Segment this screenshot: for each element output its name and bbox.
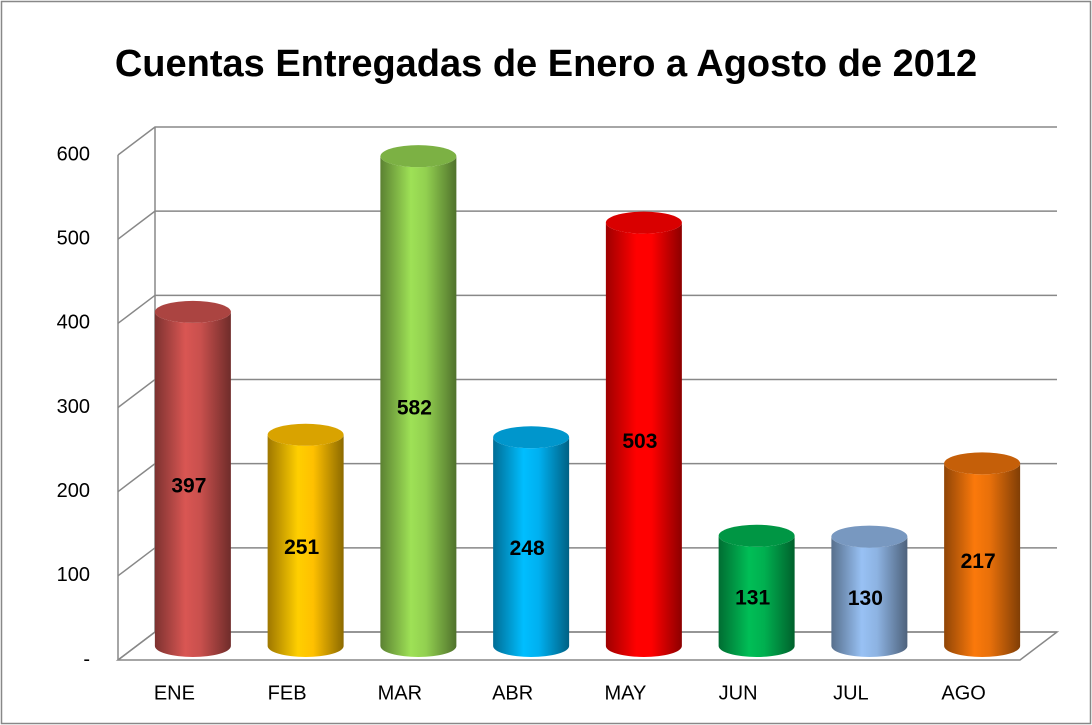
bar-top <box>831 525 908 548</box>
value-label: 248 <box>510 537 545 560</box>
bar-top <box>380 145 457 168</box>
value-label: 503 <box>622 430 657 453</box>
x-tick-label: MAY <box>604 682 646 704</box>
value-label: 582 <box>397 397 432 420</box>
bar <box>718 535 795 658</box>
value-label: 130 <box>848 587 883 610</box>
bar-top <box>944 452 1021 475</box>
value-label: 131 <box>735 586 770 609</box>
bar-top <box>267 423 344 446</box>
y-tick-label: 500 <box>57 227 90 249</box>
x-tick-label: ENE <box>154 682 195 704</box>
bar-top <box>493 426 570 449</box>
y-tick-label: 400 <box>57 312 90 334</box>
grid-line <box>117 210 1057 240</box>
bar <box>605 222 682 657</box>
bar <box>944 463 1021 658</box>
y-tick-label: 600 <box>57 143 90 165</box>
x-tick-label: FEB <box>268 682 307 704</box>
y-tick-label: - <box>83 648 90 670</box>
value-label: 251 <box>284 536 319 559</box>
bar <box>493 437 570 658</box>
grid-line <box>117 294 1057 324</box>
bar <box>267 434 344 657</box>
value-label: 217 <box>961 550 996 573</box>
bar <box>380 156 457 658</box>
chart-title: Cuentas Entregadas de Enero a Agosto de … <box>115 43 977 85</box>
y-tick-label: 200 <box>57 480 90 502</box>
x-tick-label: ABR <box>492 682 533 704</box>
bar-top <box>605 211 682 234</box>
y-tick-label: 300 <box>57 396 90 418</box>
x-tick-label: JUL <box>833 682 869 704</box>
x-tick-label: MAR <box>378 682 422 704</box>
x-tick-label: AGO <box>941 682 985 704</box>
bar-top <box>718 524 795 547</box>
y-tick-label: 100 <box>57 564 90 586</box>
x-tick-label: JUN <box>719 682 758 704</box>
bar <box>154 311 231 658</box>
bar-top <box>154 300 231 323</box>
bar <box>831 536 908 658</box>
grid-line <box>117 126 1057 156</box>
value-label: 397 <box>171 474 206 497</box>
